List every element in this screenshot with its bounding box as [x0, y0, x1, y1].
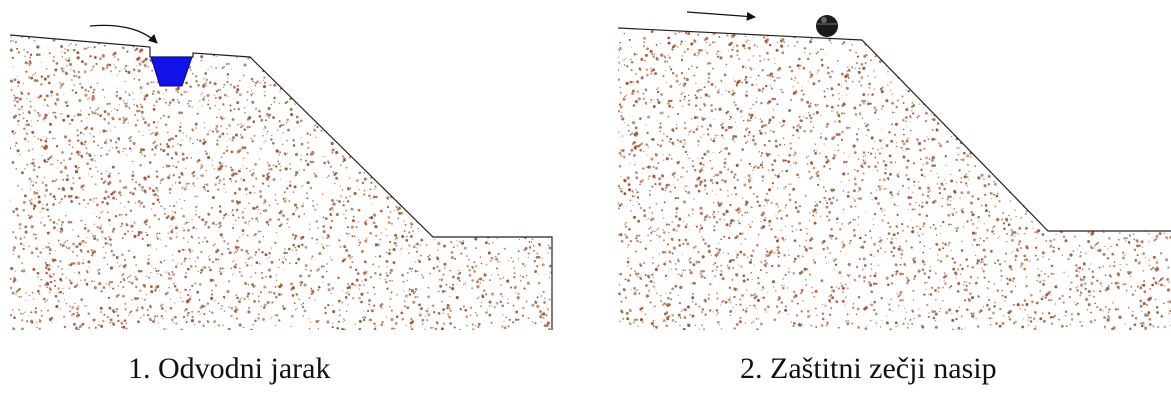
drainage-ditch-water: [150, 56, 193, 87]
soil-fill-left: [10, 35, 552, 330]
sandbag-dike: [816, 15, 838, 37]
soil-fill-right: [618, 28, 1171, 330]
runoff-arrow-right: [686, 11, 756, 21]
runoff-arrow-left: [89, 24, 158, 44]
ground-profile-right: [617, 27, 1171, 232]
panel-sandbag-dike: [617, 11, 1171, 330]
panel-drainage-ditch: [9, 24, 553, 330]
caption-drainage-ditch: 1. Odvodni jarak: [128, 352, 331, 385]
caption-sandbag-dike: 2. Zaštitni zečji nasip: [740, 352, 997, 385]
ground-profile-left: [9, 34, 553, 330]
